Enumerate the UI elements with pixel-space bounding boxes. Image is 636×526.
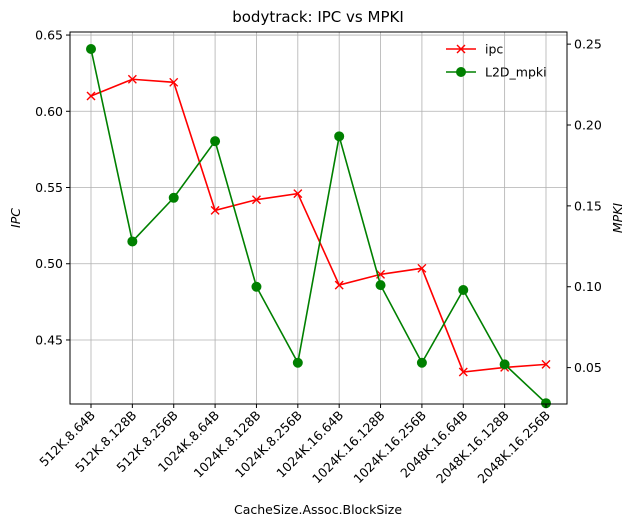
series-line-ipc: [90, 78, 547, 373]
chart-title: bodytrack: IPC vs MPKI: [232, 8, 404, 26]
legend-label: L2D_mpki: [485, 65, 547, 80]
left-tick-label: 0.65: [35, 28, 63, 43]
legend-item-ipc: ipc: [446, 42, 503, 57]
x-tick-label: 2048K.16.256B: [474, 408, 553, 487]
data-point-L2D_mpki: [168, 192, 179, 203]
left-tick-label: 0.55: [35, 180, 63, 195]
data-point-ipc: [293, 189, 303, 199]
plot-frame: [69, 31, 568, 405]
series-layer: [86, 43, 551, 409]
series-line-L2D_mpki: [90, 48, 547, 404]
right-tick-label: 0.15: [574, 198, 602, 213]
left-axis-title: IPC: [8, 208, 23, 228]
data-point-ipc: [86, 91, 96, 101]
data-point-ipc: [251, 195, 261, 205]
data-point-L2D_mpki: [86, 43, 96, 54]
left-tick-label: 0.60: [35, 104, 63, 119]
data-point-L2D_mpki: [292, 357, 303, 368]
data-point-ipc: [541, 359, 551, 369]
data-point-L2D_mpki: [375, 280, 386, 291]
right-axis-title: MPKI: [610, 203, 625, 234]
left-tick-label: 0.45: [35, 332, 63, 347]
series-ipc: [86, 74, 551, 377]
grid-lines: [70, 32, 567, 404]
right-tick-label: 0.05: [574, 360, 602, 375]
data-point-L2D_mpki: [127, 236, 138, 247]
legend: ipc L2D_mpki: [446, 42, 547, 80]
right-axis: 0.05 0.10 0.15 0.20 0.25: [567, 37, 602, 375]
series-L2D_mpki: [86, 43, 551, 409]
data-point-ipc: [417, 263, 427, 273]
data-point-ipc: [127, 74, 137, 84]
data-point-ipc: [334, 280, 344, 290]
data-point-L2D_mpki: [458, 284, 469, 295]
x-tick-label: 1024K.16.128B: [309, 408, 388, 487]
left-axis: 0.45 0.50 0.55 0.60 0.65: [35, 28, 70, 347]
right-tick-label: 0.20: [574, 118, 602, 133]
x-axis-title: CacheSize.Assoc.BlockSize: [234, 502, 402, 517]
x-tick-label: 2048K.16.128B: [433, 408, 512, 487]
data-point-L2D_mpki: [334, 131, 345, 142]
x-axis: 512K.8.64B512K.8.128B512K.8.256B1024K.8.…: [36, 404, 553, 486]
data-point-L2D_mpki: [210, 136, 221, 147]
data-point-ipc: [458, 367, 468, 377]
data-point-L2D_mpki: [251, 281, 262, 292]
data-point-L2D_mpki: [416, 357, 427, 368]
data-point-L2D_mpki: [499, 359, 510, 370]
right-tick-label: 0.10: [574, 279, 602, 294]
data-point-ipc: [210, 205, 220, 215]
x-tick-label: 1024K.16.256B: [350, 408, 429, 487]
left-tick-label: 0.50: [35, 256, 63, 271]
legend-item-L2D_mpki: L2D_mpki: [446, 65, 547, 80]
right-tick-label: 0.25: [574, 37, 602, 52]
legend-label: ipc: [485, 42, 503, 57]
data-point-ipc: [169, 77, 179, 87]
